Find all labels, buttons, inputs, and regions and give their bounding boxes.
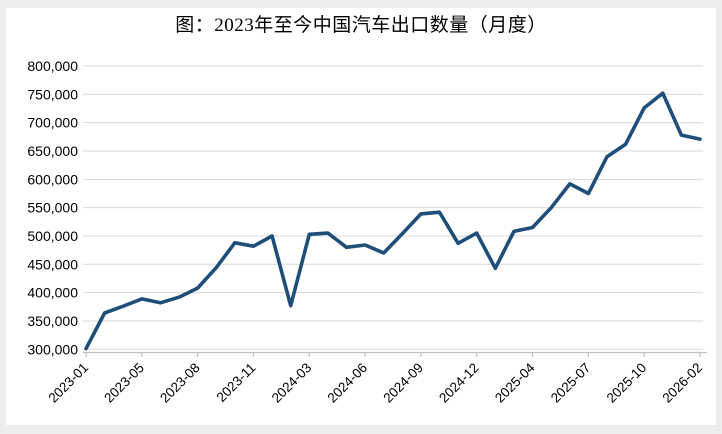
x-tick-label: 2023-08 <box>157 360 203 406</box>
chart-canvas <box>6 8 716 425</box>
x-tick-label: 2026-02 <box>659 360 705 406</box>
x-tick-label: 2025-04 <box>492 360 538 406</box>
data-line-exports <box>84 91 702 351</box>
y-tick-label: 800,000 <box>27 58 78 74</box>
x-tick-label: 2025-10 <box>604 360 650 406</box>
x-tick-label: 2024-03 <box>269 360 315 406</box>
x-tick-label: 2023-05 <box>101 360 147 406</box>
y-tick-label: 500,000 <box>27 228 78 244</box>
x-tick-label: 2024-09 <box>380 360 426 406</box>
x-tick-label: 2024-06 <box>325 360 371 406</box>
y-tick-label: 550,000 <box>27 200 78 216</box>
x-tick-label: 2023-01 <box>45 360 91 406</box>
x-tick-label: 2023-11 <box>214 360 259 405</box>
y-tick-label: 350,000 <box>27 313 78 329</box>
y-tick-label: 400,000 <box>27 285 78 301</box>
y-tick-label: 600,000 <box>27 171 78 187</box>
y-tick-label: 750,000 <box>27 86 78 102</box>
x-tick-label: 2024-12 <box>436 360 482 406</box>
x-tick-label: 2025-07 <box>548 360 594 406</box>
chart-title: 图：2023年至今中国汽车出口数量（月度） <box>175 15 547 36</box>
y-tick-label: 650,000 <box>27 143 78 159</box>
y-tick-label: 450,000 <box>27 256 78 272</box>
y-tick-label: 300,000 <box>27 341 78 357</box>
y-tick-label: 700,000 <box>27 115 78 131</box>
